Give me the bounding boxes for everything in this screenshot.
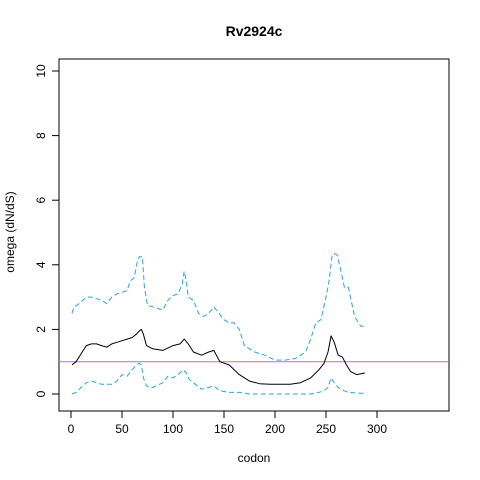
y-tick-label: 10: [34, 64, 48, 78]
x-tick-label: 250: [316, 422, 336, 436]
y-tick-label: 6: [34, 197, 48, 204]
y-tick-label: 8: [34, 132, 48, 139]
x-tick-label: 150: [214, 422, 234, 436]
x-tick-label: 0: [68, 422, 75, 436]
x-tick-label: 100: [163, 422, 183, 436]
x-tick-label: 50: [115, 422, 129, 436]
y-axis-label: omega (dN/dS): [3, 191, 17, 272]
x-axis-label: codon: [238, 451, 271, 465]
x-tick-label: 200: [265, 422, 285, 436]
median-omega-line: [71, 328, 365, 385]
chart-title: Rv2924c: [226, 23, 283, 39]
x-tick-label: 300: [367, 422, 387, 436]
y-tick-label: 0: [34, 390, 48, 397]
upper-bound-line: [71, 253, 364, 361]
plot-frame: [58, 58, 450, 412]
y-tick-label: 4: [34, 261, 48, 268]
y-tick-label: 2: [34, 326, 48, 333]
